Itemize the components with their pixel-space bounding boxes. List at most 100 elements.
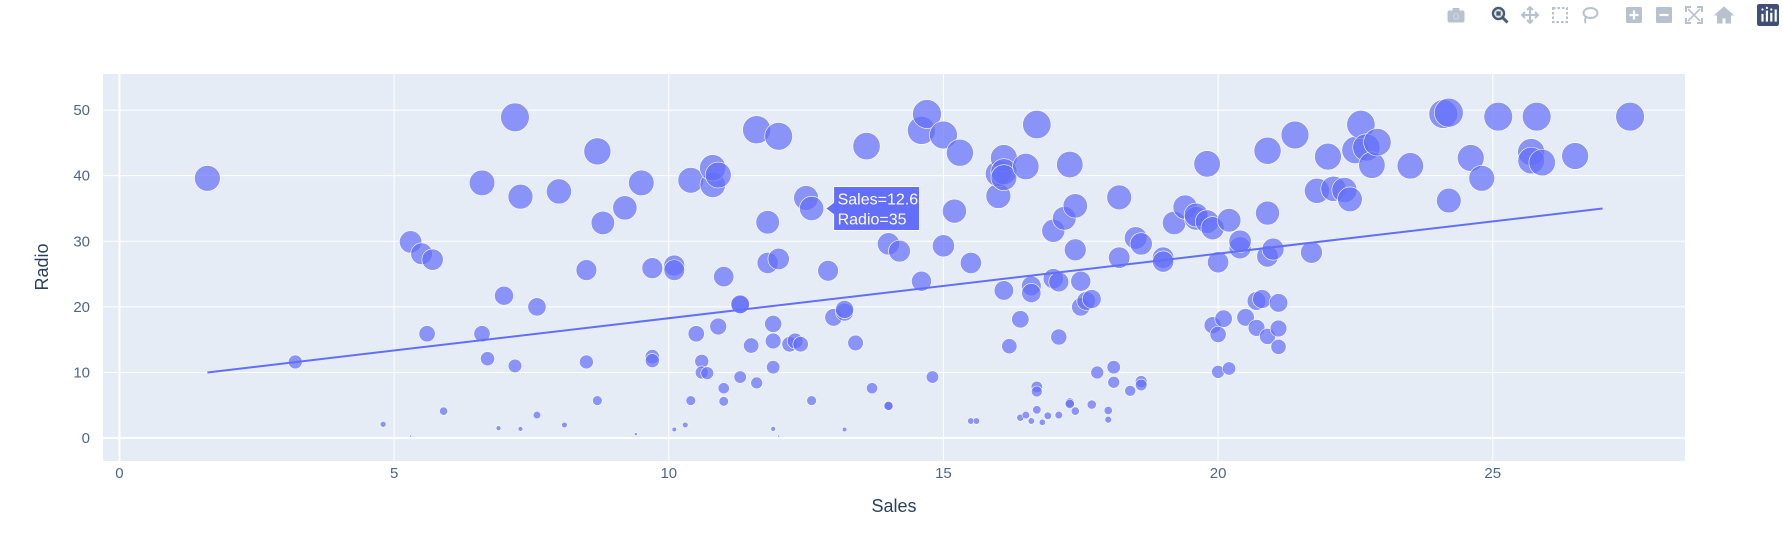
data-point[interactable] [682, 421, 689, 429]
data-point[interactable] [972, 417, 981, 425]
data-point[interactable] [764, 332, 782, 350]
data-point[interactable] [480, 351, 495, 367]
data-point[interactable] [1048, 271, 1070, 293]
data-point[interactable] [1021, 283, 1042, 304]
data-point[interactable] [633, 432, 638, 436]
data-point[interactable] [1062, 193, 1088, 219]
data-point[interactable] [1086, 399, 1097, 410]
data-point[interactable] [1214, 309, 1233, 328]
data-point[interactable] [507, 358, 523, 373]
data-point[interactable] [379, 420, 387, 428]
plot-area[interactable] [103, 74, 1685, 461]
data-point[interactable] [841, 426, 848, 433]
data-point[interactable] [561, 421, 568, 429]
zoom-in-icon[interactable] [1619, 2, 1649, 28]
data-point[interactable] [1252, 289, 1272, 309]
data-point[interactable] [1468, 165, 1495, 192]
data-point[interactable] [1012, 152, 1040, 180]
data-point[interactable] [750, 376, 763, 390]
data-point[interactable] [1050, 328, 1068, 346]
data-point[interactable] [468, 169, 496, 196]
data-point[interactable] [1104, 415, 1112, 424]
data-point[interactable] [527, 297, 547, 317]
data-point[interactable] [671, 426, 677, 433]
data-point[interactable] [852, 132, 881, 161]
data-point[interactable] [1021, 410, 1030, 420]
data-point[interactable] [579, 354, 594, 370]
data-point[interactable] [1064, 398, 1075, 409]
data-point[interactable] [1056, 150, 1084, 179]
data-point[interactable] [990, 164, 1018, 191]
data-point[interactable] [1236, 308, 1255, 327]
data-point[interactable] [507, 183, 534, 210]
data-point[interactable] [1027, 417, 1035, 425]
data-point[interactable] [1106, 360, 1121, 375]
data-point[interactable] [1054, 410, 1063, 420]
data-point[interactable] [439, 406, 449, 416]
data-point[interactable] [1108, 246, 1131, 269]
data-point[interactable] [1300, 241, 1323, 264]
camera-icon[interactable] [1441, 2, 1471, 28]
plotly-logo-icon[interactable] [1753, 2, 1783, 28]
zoom-icon[interactable] [1485, 2, 1515, 28]
data-point[interactable] [766, 360, 781, 375]
data-point[interactable] [1103, 405, 1113, 415]
data-point[interactable] [1222, 361, 1237, 376]
data-point[interactable] [911, 270, 932, 292]
data-point[interactable] [418, 325, 436, 343]
lasso-select-icon[interactable] [1575, 2, 1605, 28]
data-point[interactable] [1396, 152, 1424, 180]
data-point[interactable] [612, 195, 638, 221]
data-point[interactable] [1314, 142, 1342, 171]
data-point[interactable] [764, 122, 793, 151]
data-point[interactable] [409, 434, 413, 438]
data-point[interactable] [777, 434, 781, 438]
data-point[interactable] [1269, 319, 1288, 338]
data-point[interactable] [713, 266, 735, 288]
data-point[interactable] [847, 334, 864, 352]
data-point[interactable] [194, 165, 221, 192]
data-point[interactable] [733, 370, 747, 384]
data-point[interactable] [1070, 270, 1092, 292]
reset-axes-icon[interactable] [1709, 2, 1739, 28]
data-point[interactable] [743, 337, 760, 354]
data-point[interactable] [687, 325, 705, 343]
data-point[interactable] [1082, 289, 1102, 309]
data-point[interactable] [835, 300, 854, 319]
data-point[interactable] [1107, 376, 1121, 389]
data-point[interactable] [685, 395, 696, 406]
data-point[interactable] [1561, 142, 1589, 170]
data-point[interactable] [718, 396, 729, 407]
data-point[interactable] [1434, 97, 1464, 128]
zoom-out-icon[interactable] [1649, 2, 1679, 28]
data-point[interactable] [704, 161, 732, 189]
data-point[interactable] [960, 252, 982, 274]
data-point[interactable] [767, 247, 790, 270]
data-point[interactable] [700, 366, 714, 380]
data-point[interactable] [1255, 200, 1280, 226]
data-point[interactable] [641, 257, 664, 279]
data-point[interactable] [494, 285, 514, 306]
data-point[interactable] [1270, 338, 1287, 355]
pan-icon[interactable] [1515, 2, 1545, 28]
data-point[interactable] [942, 198, 967, 224]
data-point[interactable] [866, 382, 878, 395]
data-point[interactable] [590, 210, 615, 235]
data-point[interactable] [1615, 101, 1645, 132]
data-point[interactable] [1436, 187, 1462, 214]
data-point[interactable] [883, 401, 894, 411]
data-point[interactable] [1032, 405, 1042, 415]
data-point[interactable] [1106, 184, 1132, 211]
data-point[interactable] [806, 395, 817, 406]
data-point[interactable] [1209, 325, 1227, 343]
data-point[interactable] [799, 196, 825, 221]
data-point[interactable] [1193, 150, 1221, 178]
data-point[interactable] [1228, 229, 1252, 253]
data-point[interactable] [1011, 310, 1030, 329]
data-point[interactable] [1261, 237, 1285, 261]
data-point[interactable] [421, 248, 444, 271]
data-point[interactable] [1022, 110, 1052, 139]
data-point[interactable] [546, 178, 572, 205]
autoscale-icon[interactable] [1679, 2, 1709, 28]
data-point[interactable] [1216, 208, 1242, 233]
